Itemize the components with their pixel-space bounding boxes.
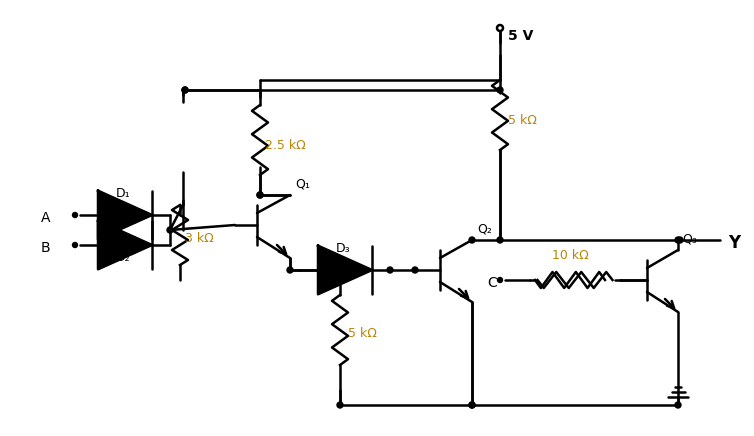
Circle shape — [498, 277, 502, 283]
Circle shape — [337, 402, 343, 408]
Circle shape — [469, 237, 475, 243]
Text: Q₂: Q₂ — [477, 222, 492, 235]
Circle shape — [72, 212, 78, 218]
Circle shape — [182, 87, 188, 93]
Text: Q₁: Q₁ — [295, 177, 310, 190]
Circle shape — [257, 192, 263, 198]
Circle shape — [677, 237, 683, 243]
Circle shape — [469, 402, 475, 408]
Circle shape — [387, 267, 393, 273]
Polygon shape — [98, 191, 152, 239]
Circle shape — [497, 87, 503, 93]
Text: Y: Y — [728, 234, 740, 252]
Circle shape — [675, 402, 681, 408]
Circle shape — [257, 192, 263, 198]
Circle shape — [72, 242, 78, 248]
Text: 5 kΩ: 5 kΩ — [348, 327, 377, 340]
Text: 5 kΩ: 5 kΩ — [508, 113, 537, 126]
Circle shape — [412, 267, 418, 273]
Text: B: B — [41, 241, 50, 255]
Text: 3 kΩ: 3 kΩ — [185, 232, 213, 245]
Text: A: A — [41, 211, 50, 225]
Text: D₂: D₂ — [115, 251, 130, 264]
Text: D₁: D₁ — [115, 187, 130, 200]
Circle shape — [675, 237, 681, 243]
Circle shape — [469, 402, 475, 408]
Circle shape — [182, 87, 188, 93]
Text: 10 kΩ: 10 kΩ — [552, 249, 588, 262]
Circle shape — [287, 267, 293, 273]
Circle shape — [167, 227, 173, 233]
Circle shape — [497, 237, 503, 243]
Text: D₃: D₃ — [336, 242, 351, 255]
Text: 2.5 kΩ: 2.5 kΩ — [265, 139, 306, 151]
Polygon shape — [318, 246, 372, 294]
Text: 5 V: 5 V — [508, 29, 533, 43]
Text: C: C — [487, 276, 497, 290]
Polygon shape — [98, 221, 152, 269]
Text: Q₃: Q₃ — [682, 232, 697, 245]
